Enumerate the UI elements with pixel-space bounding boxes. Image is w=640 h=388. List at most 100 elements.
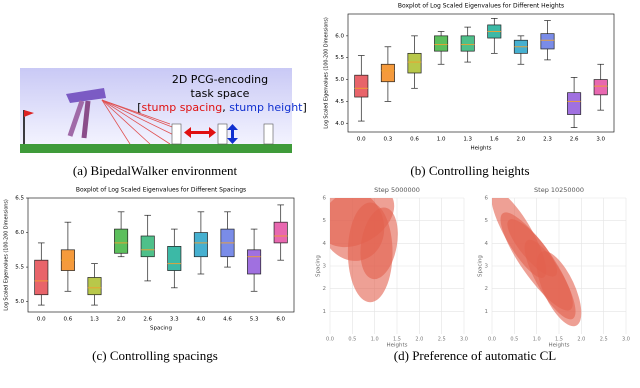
box: [114, 228, 129, 254]
box: [434, 35, 449, 52]
walker-leg: [81, 100, 91, 139]
illustration-text: 2D PCG-encoding: [172, 73, 268, 86]
y-tick-label: 6: [485, 196, 489, 202]
caption: (c) Controlling spacings: [92, 348, 218, 363]
x-tick-label: 2.0: [117, 317, 126, 323]
stump: [171, 123, 182, 145]
y-tick-label: 3: [323, 264, 327, 270]
box: [593, 79, 608, 96]
walker-hull: [66, 88, 106, 103]
y-axis-label: Log Scaled Eigenvalues (100-200 Dimensio…: [4, 199, 10, 311]
y-tick-label: 5.5: [335, 55, 344, 61]
box: [407, 52, 422, 74]
chart-title: Boxplot of Log Scaled Eigenvalues for Di…: [76, 187, 246, 194]
y-axis-label: Log Scaled Eigenvalues (100-200 Dimensio…: [324, 17, 330, 129]
x-tick-label: 2.0: [415, 337, 423, 343]
x-tick-label: 0.5: [348, 337, 356, 343]
x-tick-label: 3.3: [170, 317, 179, 323]
x-tick-label: 0.6: [64, 317, 73, 323]
x-tick-label: 2.3: [543, 137, 552, 143]
y-tick-label: 1: [323, 309, 327, 315]
x-tick-label: 2.5: [438, 337, 446, 343]
box: [354, 74, 369, 98]
y-tick-label: 6: [323, 196, 327, 202]
x-tick-label: 1.6: [490, 137, 499, 143]
y-tick-label: 2: [323, 286, 327, 292]
bracket: ]: [303, 101, 307, 114]
stump: [217, 123, 228, 145]
y-tick-label: 5.5: [15, 265, 24, 271]
x-tick-label: 3.0: [460, 337, 468, 343]
x-tick-label: 2.6: [570, 137, 579, 143]
y-tick-label: 3: [485, 264, 489, 270]
x-tick-label: 6.0: [276, 317, 285, 323]
x-tick-label: 5.3: [250, 317, 259, 323]
y-tick-label: 5.0: [15, 299, 24, 305]
y-axis-label: Spacing: [316, 255, 322, 277]
lidar: [101, 99, 181, 145]
x-tick-label: 2.0: [517, 137, 526, 143]
x-tick-label: 0.3: [384, 137, 393, 143]
chart-title: Boxplot of Log Scaled Eigenvalues for Di…: [398, 3, 564, 10]
box: [34, 259, 49, 296]
x-tick-label: 1.0: [371, 337, 379, 343]
comma: ,: [222, 101, 226, 114]
box: [273, 221, 288, 244]
bracket: [: [137, 101, 141, 114]
box: [193, 232, 208, 258]
plot-frame: [347, 13, 615, 133]
x-tick-label: 0.0: [357, 137, 366, 143]
walker-leg: [67, 100, 85, 137]
box: [380, 63, 395, 83]
x-tick-label: 1.5: [393, 337, 401, 343]
x-axis-label: Spacing: [150, 326, 172, 332]
ellipses: [330, 198, 398, 303]
spacing-arrow: [184, 127, 216, 138]
box: [540, 33, 555, 50]
height-label: stump height: [229, 101, 303, 114]
box: [87, 277, 102, 296]
box: [460, 35, 475, 52]
x-tick-label: 1.5: [555, 337, 563, 343]
illustration-text: [stump spacing, stump height]: [137, 101, 307, 114]
box: [247, 249, 262, 275]
chart-title: Step 10250000: [534, 186, 584, 194]
y-tick-label: 4: [323, 241, 327, 247]
y-tick-label: 6.0: [15, 230, 24, 236]
box: [167, 246, 182, 271]
x-tick-label: 1.3: [463, 137, 472, 143]
illustration-text: task space: [191, 87, 250, 100]
y-tick-label: 2: [485, 286, 489, 292]
x-tick-label: 2.5: [600, 337, 608, 343]
x-tick-label: 3.0: [596, 137, 605, 143]
y-tick-label: 5: [323, 218, 327, 224]
caption: (a) BipedalWalker environment: [73, 163, 238, 178]
y-tick-label: 4.5: [335, 99, 344, 105]
x-tick-label: 2.6: [143, 317, 152, 323]
x-tick-label: 0.5: [510, 337, 518, 343]
x-tick-label: 2.0: [577, 337, 585, 343]
y-tick-label: 4.0: [335, 121, 344, 127]
x-tick-label: 4.6: [223, 317, 232, 323]
x-tick-label: 1.3: [90, 317, 99, 323]
x-tick-label: 0.0: [326, 337, 334, 343]
x-axis-label: Heights: [548, 343, 569, 349]
box: [140, 235, 155, 258]
ground: [20, 144, 292, 153]
x-tick-label: 3.0: [622, 337, 630, 343]
spacing-label: stump spacing: [141, 101, 222, 114]
x-tick-label: 0.6: [410, 137, 419, 143]
x-tick-label: 1.0: [437, 137, 446, 143]
y-tick-label: 4: [485, 241, 489, 247]
x-tick-label: 1.0: [533, 337, 541, 343]
height-arrow: [227, 124, 238, 144]
caption: (b) Controlling heights: [410, 163, 529, 178]
x-axis-label: Heights: [386, 343, 407, 349]
ellipses: [492, 198, 582, 327]
y-tick-label: 6.5: [15, 196, 24, 202]
flag: [24, 110, 34, 117]
y-tick-label: 6.0: [335, 33, 344, 39]
illustration: 2D PCG-encoding task space [stump spacin…: [20, 68, 307, 153]
sky: [20, 68, 292, 146]
